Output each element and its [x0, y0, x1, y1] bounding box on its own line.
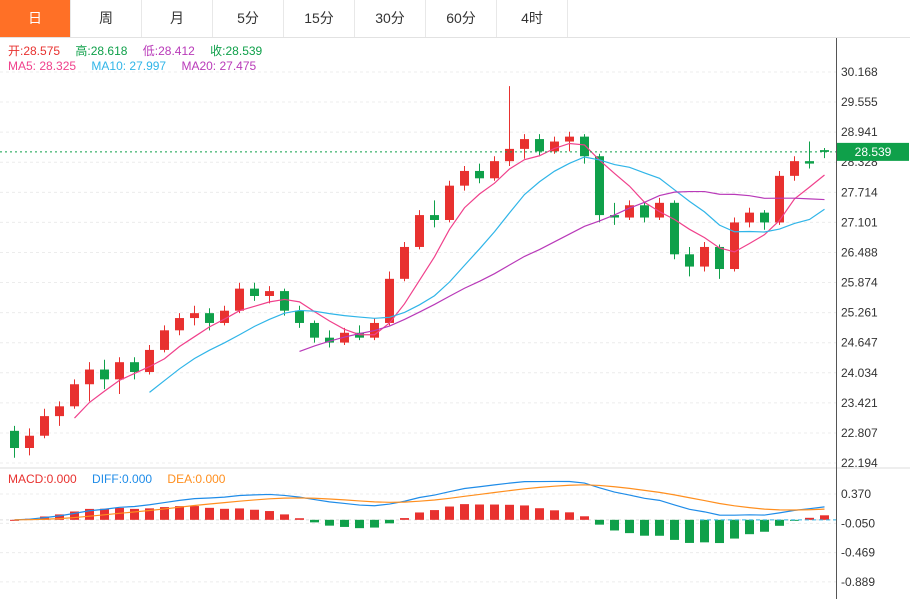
svg-text:30.168: 30.168	[841, 65, 878, 79]
svg-text:26.488: 26.488	[841, 245, 878, 259]
candles-layer	[10, 86, 829, 458]
price-axis-labels: 30.16829.55528.94128.32827.71427.10126.4…	[841, 65, 878, 470]
tab-day[interactable]: 日	[0, 0, 71, 37]
svg-text:24.034: 24.034	[841, 366, 878, 380]
svg-text:24.647: 24.647	[841, 336, 878, 350]
svg-text:25.261: 25.261	[841, 306, 878, 320]
current-price-badge: 28.539	[837, 142, 909, 161]
svg-text:27.101: 27.101	[841, 215, 878, 229]
tab-15min[interactable]: 15分	[284, 0, 355, 37]
tab-30min[interactable]: 30分	[355, 0, 426, 37]
grid-layer	[0, 71, 836, 583]
svg-text:22.807: 22.807	[841, 426, 878, 440]
tab-60min[interactable]: 60分	[426, 0, 497, 37]
tab-month[interactable]: 月	[142, 0, 213, 37]
svg-text:27.714: 27.714	[841, 185, 878, 199]
macd-axis-labels: 0.370 -0.050 -0.469 -0.889	[841, 487, 875, 589]
ma-lines-layer	[74, 142, 825, 419]
svg-text:28.941: 28.941	[841, 125, 878, 139]
tab-5min[interactable]: 5分	[213, 0, 284, 37]
svg-text:-0.889: -0.889	[841, 575, 875, 589]
svg-text:25.874: 25.874	[841, 276, 878, 290]
svg-text:29.555: 29.555	[841, 95, 878, 109]
interval-tabbar: 日周月 5分 15分 30分 60分 4时	[0, 0, 910, 38]
candlestick-chart[interactable]: 30.16829.55528.94128.32827.71427.10126.4…	[0, 38, 910, 599]
chart-area: 30.168 29.555 28.941 28.328 27.714 27.101 26.4…	[0, 38, 910, 599]
svg-text:-0.469: -0.469	[841, 546, 875, 560]
svg-text:0.370: 0.370	[841, 487, 871, 501]
macd-lines	[14, 480, 836, 521]
svg-text:28.539: 28.539	[855, 145, 892, 159]
svg-text:23.421: 23.421	[841, 396, 878, 410]
tab-week[interactable]: 周	[71, 0, 142, 37]
svg-text:-0.050: -0.050	[841, 516, 875, 530]
tab-4hour[interactable]: 4时	[497, 0, 568, 37]
svg-text:22.194: 22.194	[841, 456, 878, 470]
